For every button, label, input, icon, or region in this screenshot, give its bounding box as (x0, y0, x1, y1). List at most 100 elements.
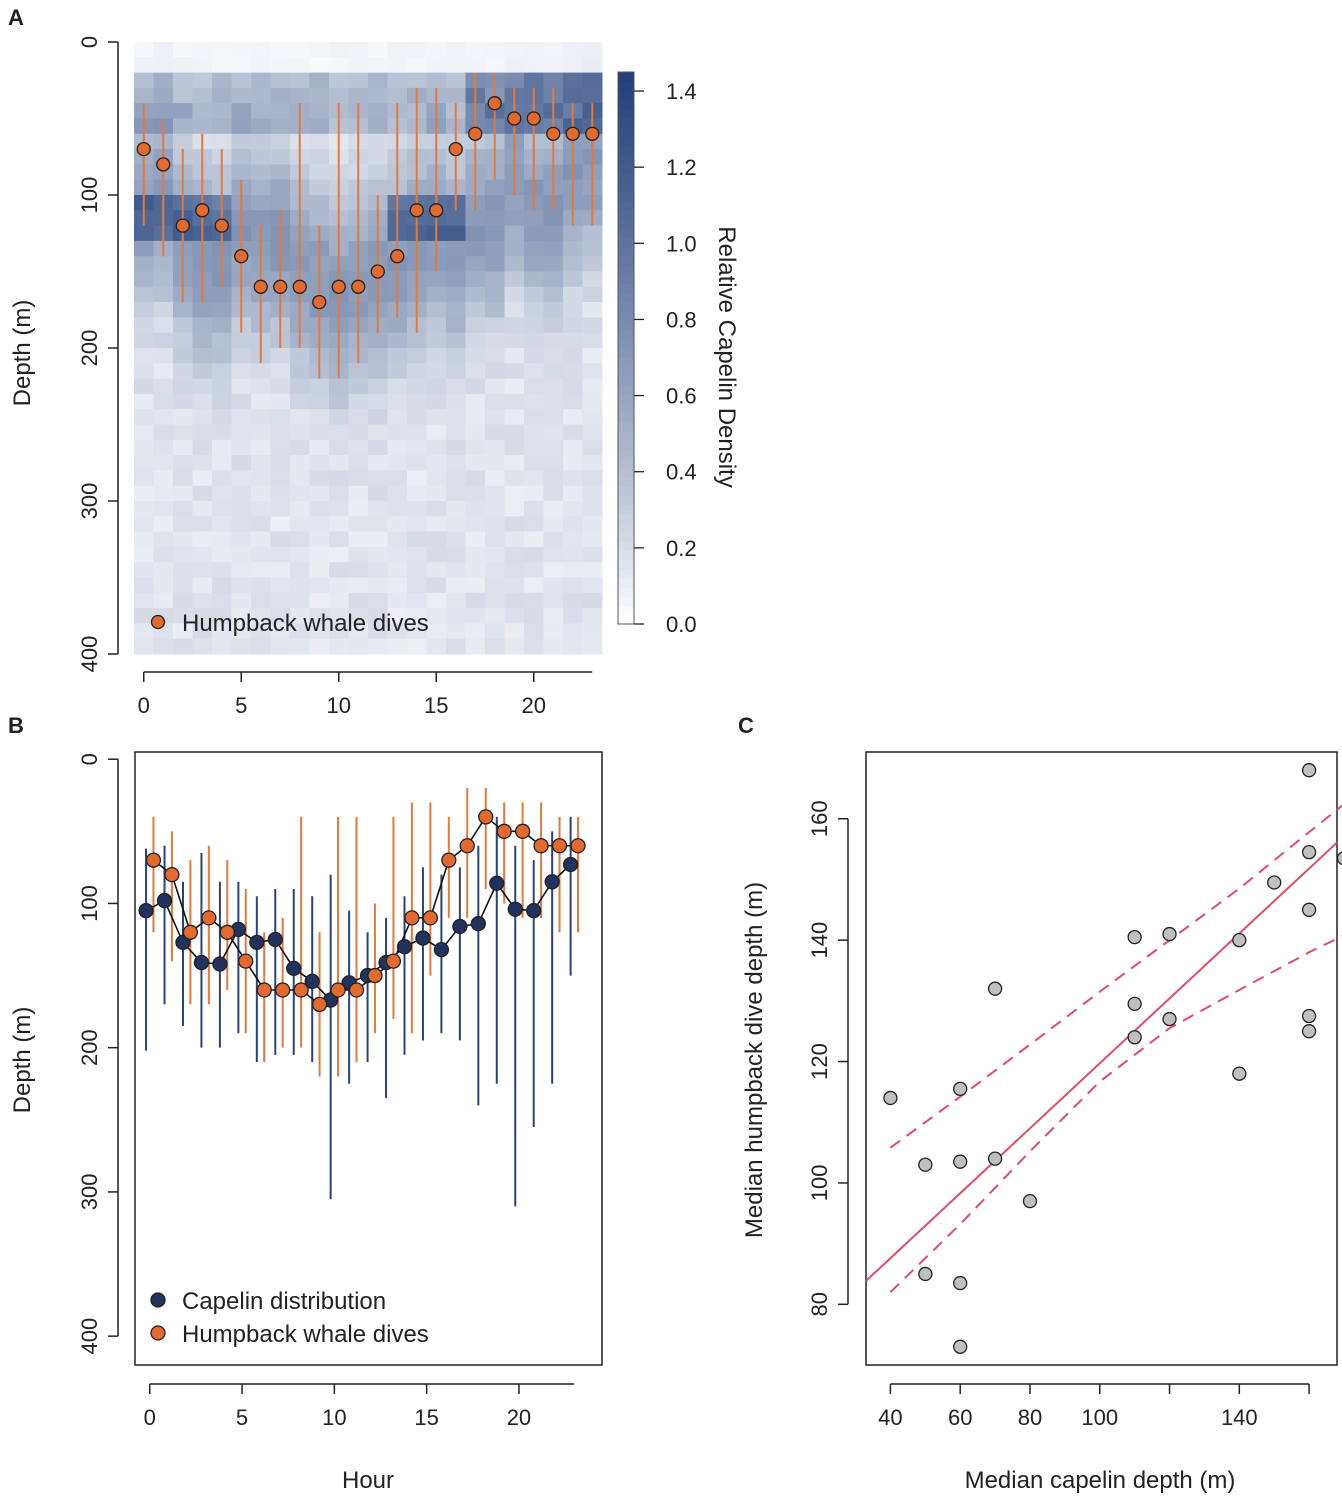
heatmap-cell (504, 393, 525, 410)
heatmap-cell (173, 546, 193, 563)
heatmap-cell (446, 363, 466, 380)
heatmap-cell (134, 546, 154, 563)
heatmap-cell (387, 87, 408, 104)
x-tick-label: 140 (1221, 1405, 1258, 1430)
colorbar-segment (618, 210, 634, 220)
heatmap-cell (212, 638, 232, 655)
colorbar-segment (618, 513, 634, 524)
colorbar-segment (618, 614, 634, 625)
heatmap-cell (290, 638, 310, 655)
heatmap-cell (465, 562, 486, 578)
heatmap-cell (290, 439, 310, 456)
colorbar-segment (618, 532, 634, 542)
heatmap-cell (290, 393, 310, 410)
y-tick-label: 100 (77, 885, 102, 922)
heatmap-cell (563, 225, 583, 242)
capelin-point (249, 934, 265, 951)
heatmap-cell (368, 424, 388, 441)
heatmap-cell (153, 531, 174, 548)
whale-dive-point (234, 249, 249, 264)
colorbar-segment (618, 596, 634, 607)
heatmap-cell (446, 72, 466, 89)
heatmap-cell (212, 378, 232, 395)
heatmap-cell (524, 439, 544, 456)
whale-dive-point (468, 126, 483, 141)
heatmap-cell (192, 302, 213, 318)
heatmap-cell (329, 638, 349, 655)
heatmap-cell (485, 240, 505, 257)
scatter-point (918, 1157, 933, 1172)
heatmap-cell (407, 378, 427, 395)
heatmap-cell (485, 348, 505, 364)
heatmap-cell (212, 363, 232, 380)
heatmap-cell (329, 546, 349, 563)
capelin-point (452, 918, 468, 935)
heatmap-cell (212, 57, 232, 74)
heatmap-cell (426, 42, 447, 58)
whale-point (164, 866, 180, 883)
heatmap-cell (407, 485, 427, 502)
heatmap-cell (485, 485, 505, 502)
heatmap-cell (192, 363, 213, 380)
whale-point (275, 982, 291, 998)
heatmap-cell (231, 638, 252, 655)
heatmap-cell (368, 179, 388, 196)
heatmap-cell (426, 516, 447, 533)
heatmap-cell (582, 256, 603, 272)
heatmap-cell (251, 592, 271, 609)
heatmap-cell (524, 42, 544, 58)
heatmap-cell (407, 409, 427, 425)
heatmap-cell (504, 317, 525, 334)
whale-point (256, 982, 272, 998)
regression-line (865, 841, 1338, 1282)
heatmap-cell (582, 623, 603, 640)
heatmap-cell (290, 424, 310, 441)
heatmap-cell (582, 562, 603, 578)
x-tick-label: 40 (878, 1405, 902, 1430)
heatmap-cell (407, 608, 427, 624)
colorbar-segment (618, 338, 634, 349)
heatmap-cell (270, 409, 291, 425)
panel-b-y-label: Depth (m) (9, 1007, 36, 1114)
heatmap-cell (563, 470, 583, 487)
heatmap-cell (134, 378, 154, 395)
heatmap-cell (251, 195, 271, 211)
heatmap-cell (485, 562, 505, 578)
heatmap-cell (368, 546, 388, 563)
heatmap-cell (153, 72, 174, 89)
legend-marker-capelin (150, 1292, 166, 1308)
heatmap-cell (407, 455, 427, 471)
heatmap-cell (348, 623, 369, 640)
heatmap-cell (563, 240, 583, 257)
heatmap-cell (134, 562, 154, 578)
heatmap-cell (309, 42, 330, 58)
heatmap-cell (173, 501, 193, 517)
heatmap-cell (134, 240, 154, 257)
heatmap-cell (348, 393, 369, 410)
heatmap-cell (485, 470, 505, 487)
panel-c: C 40 60 80 100 140 80 100 120 140 160 Median hump… (738, 713, 1342, 1494)
heatmap-cell (504, 210, 525, 227)
heatmap-cell (524, 302, 544, 318)
heatmap-cell (582, 409, 603, 425)
capelin-point (433, 941, 450, 958)
heatmap-cell (231, 57, 252, 74)
heatmap-cell (368, 393, 388, 410)
heatmap-cell (192, 409, 213, 425)
heatmap-cell (563, 302, 583, 318)
colorbar-segment (618, 191, 634, 202)
heatmap-cell (582, 302, 603, 318)
whale-dive-point (136, 141, 151, 157)
heatmap-cell (192, 638, 213, 655)
heatmap-cell (465, 501, 486, 517)
heatmap-cell (231, 348, 252, 364)
ci-upper-line (889, 804, 1342, 1149)
heatmap-cell (192, 623, 213, 640)
heatmap-cell (465, 225, 486, 242)
heatmap-cell (251, 149, 271, 165)
heatmap-cell (348, 608, 369, 624)
heatmap-cell (270, 439, 291, 456)
heatmap-cell (231, 118, 252, 135)
heatmap-cell (231, 623, 252, 640)
ci-lower-line (889, 935, 1342, 1293)
